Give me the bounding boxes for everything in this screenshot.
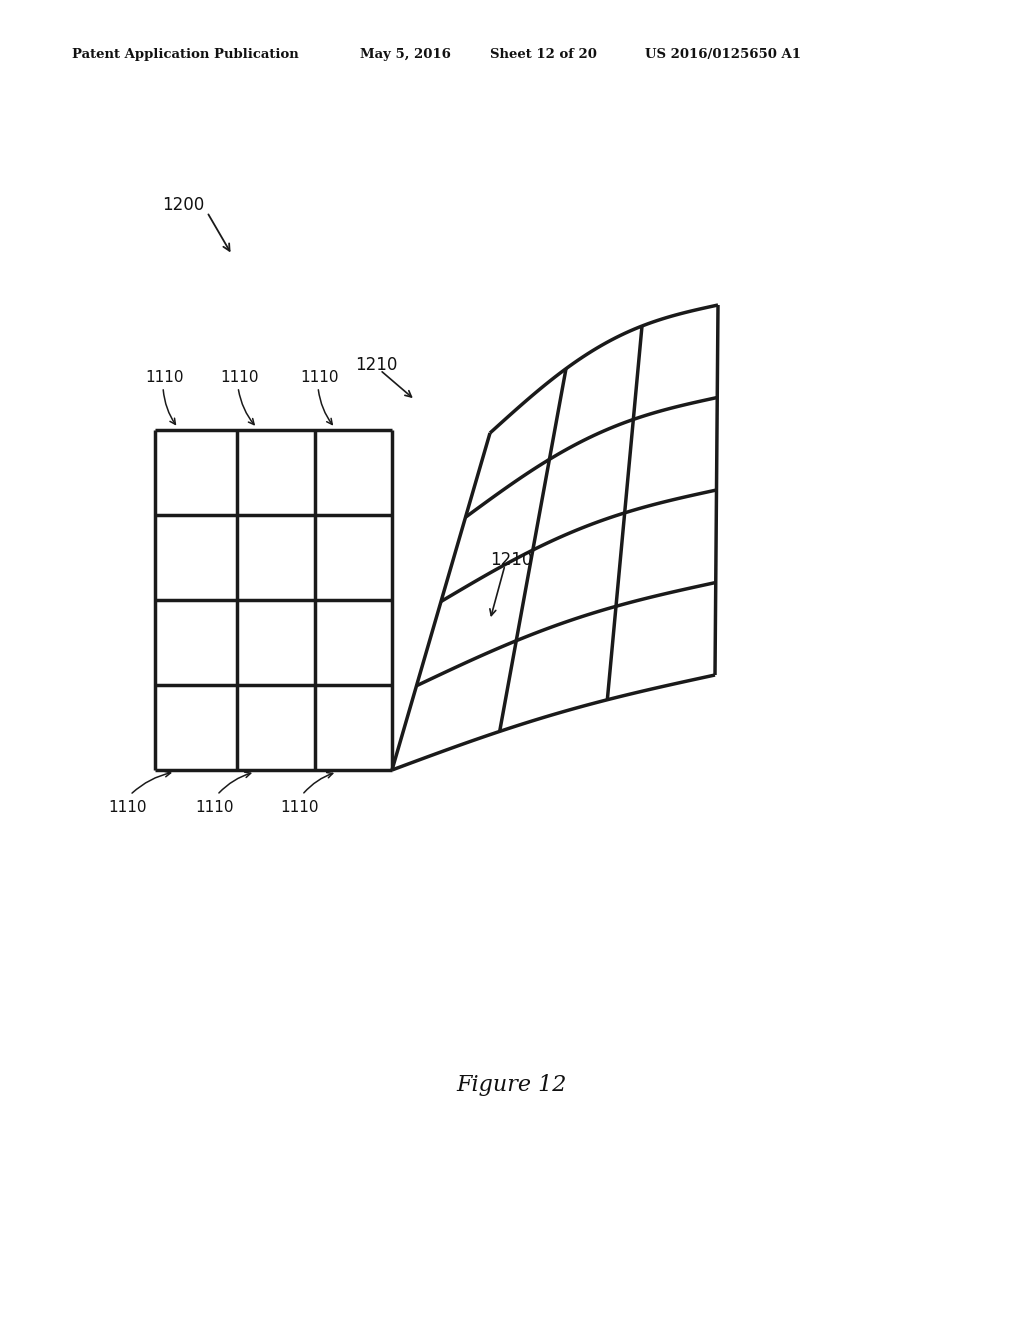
Text: 1110: 1110 [195,800,233,814]
Text: Sheet 12 of 20: Sheet 12 of 20 [490,48,597,61]
Text: 1110: 1110 [145,370,183,385]
Text: May 5, 2016: May 5, 2016 [360,48,451,61]
Text: US 2016/0125650 A1: US 2016/0125650 A1 [645,48,801,61]
Text: 1110: 1110 [280,800,318,814]
Text: 1110: 1110 [220,370,258,385]
Text: Figure 12: Figure 12 [457,1074,567,1096]
Text: 1110: 1110 [300,370,339,385]
Text: 1110: 1110 [108,800,146,814]
Text: 1210: 1210 [490,550,532,569]
Text: 1200: 1200 [162,195,204,214]
Text: 1210: 1210 [355,356,397,374]
Text: Patent Application Publication: Patent Application Publication [72,48,299,61]
